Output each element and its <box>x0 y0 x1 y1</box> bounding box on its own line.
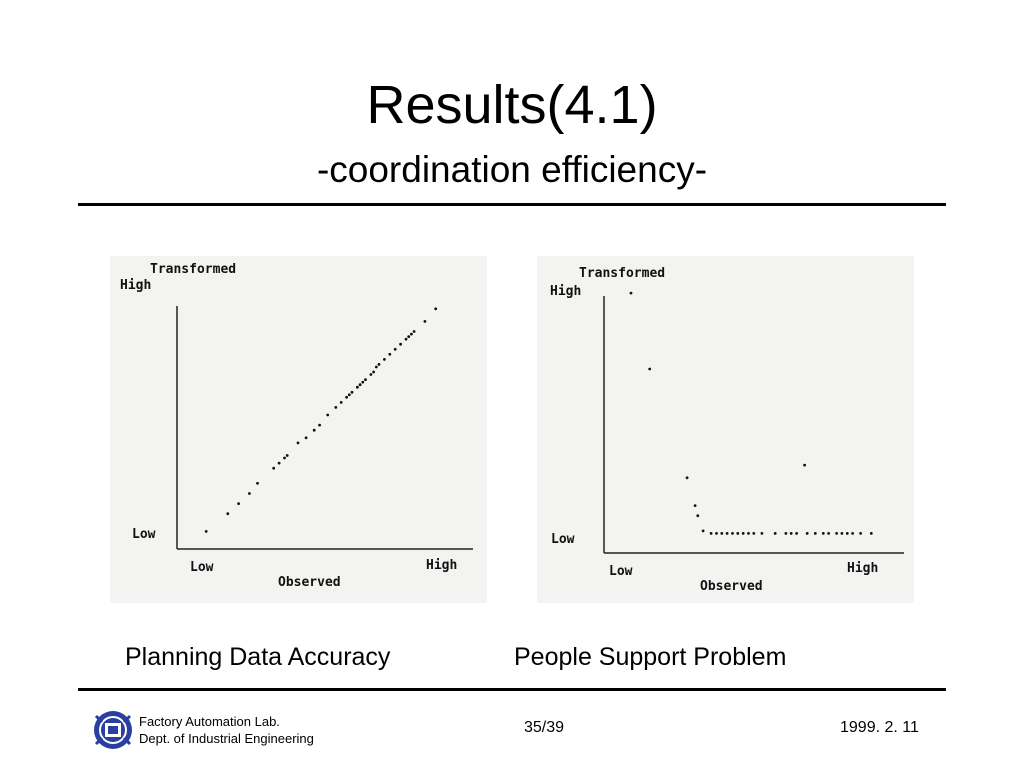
data-point <box>237 502 240 505</box>
x-axis-title: Observed <box>700 579 763 594</box>
data-point <box>374 365 378 369</box>
data-point <box>803 463 806 467</box>
data-point <box>350 390 354 394</box>
data-point <box>356 385 359 389</box>
data-point <box>859 532 862 535</box>
data-point <box>248 492 251 495</box>
data-point <box>204 530 208 533</box>
data-point <box>845 532 849 535</box>
page-number: 35/39 <box>524 719 565 736</box>
data-point <box>326 413 330 417</box>
data-point <box>345 395 348 399</box>
data-point <box>869 532 873 535</box>
caption-planning-data-accuracy: Planning Data Accuracy <box>125 643 391 671</box>
data-point <box>629 291 633 295</box>
data-point <box>423 320 427 323</box>
x-low-label: Low <box>190 560 214 575</box>
footer-dept: Dept. of Industrial Engineering <box>139 731 314 746</box>
data-point <box>404 337 408 341</box>
data-point <box>773 532 777 535</box>
top-divider <box>78 203 946 206</box>
data-point <box>358 383 362 387</box>
data-point <box>283 456 286 460</box>
bottom-divider <box>78 688 946 691</box>
data-point <box>277 461 281 465</box>
caption-people-support-problem: People Support Problem <box>514 643 787 671</box>
data-point <box>701 529 705 533</box>
data-point <box>840 532 844 535</box>
data-point <box>795 532 798 535</box>
data-point <box>412 330 416 333</box>
scatter-points <box>204 307 438 533</box>
slide-subtitle: -coordination efficiency- <box>316 149 708 190</box>
data-point <box>685 476 689 480</box>
data-point <box>741 532 745 535</box>
data-point <box>784 532 788 535</box>
x-axis-title: Observed <box>278 575 341 590</box>
data-point <box>851 532 854 535</box>
x-high-label: High <box>847 561 878 576</box>
data-point <box>364 378 367 381</box>
data-point <box>272 466 276 470</box>
data-point <box>821 532 825 535</box>
data-point <box>835 532 838 535</box>
university-emblem-icon <box>92 708 134 752</box>
footer-lab: Factory Automation Lab. <box>139 714 280 729</box>
y-low-label: Low <box>551 532 575 547</box>
data-point <box>760 532 764 535</box>
data-point <box>388 352 392 356</box>
data-point <box>304 436 308 440</box>
data-point <box>318 423 321 427</box>
data-point <box>736 532 740 535</box>
data-point <box>813 532 817 535</box>
plot-svg-1: Transformed High Low Low High Observed <box>120 262 473 590</box>
data-point <box>372 370 375 374</box>
data-point <box>377 363 381 366</box>
x-high-label: High <box>426 558 457 573</box>
data-point <box>805 532 809 535</box>
data-point <box>731 532 734 535</box>
data-point <box>725 532 729 535</box>
data-point <box>752 532 756 535</box>
scatter-points <box>629 291 873 535</box>
data-point <box>696 514 700 518</box>
data-point <box>285 454 289 457</box>
data-point <box>410 332 413 336</box>
data-point <box>347 393 351 397</box>
data-point <box>393 347 397 351</box>
y-axis-title: Transformed <box>579 266 665 281</box>
data-point <box>226 512 230 516</box>
plot-svg-2: Transformed High Low Low High Observed <box>550 266 904 594</box>
x-low-label: Low <box>609 564 633 579</box>
data-point <box>709 532 713 535</box>
data-point <box>407 335 411 338</box>
data-point <box>296 441 300 445</box>
planning-data-accuracy-plot: Transformed High Low Low High Observed <box>110 256 487 603</box>
data-point <box>648 367 652 371</box>
data-point <box>747 532 750 535</box>
data-point <box>361 380 365 384</box>
y-high-label: High <box>550 284 581 299</box>
data-point <box>434 307 438 311</box>
y-axis-title: Transformed <box>150 262 236 277</box>
data-point <box>827 532 830 535</box>
data-point <box>339 401 343 404</box>
data-point <box>369 373 373 376</box>
data-point <box>383 358 386 361</box>
data-point <box>720 532 724 535</box>
data-point <box>256 481 259 485</box>
data-point <box>789 532 793 535</box>
data-point <box>715 532 718 535</box>
footer-date: 1999. 2. 11 <box>840 719 919 736</box>
y-low-label: Low <box>132 527 156 542</box>
people-support-problem-plot: Transformed High Low Low High Observed <box>537 256 914 603</box>
data-point <box>334 406 338 409</box>
y-high-label: High <box>120 278 151 293</box>
data-point <box>399 342 402 346</box>
data-point <box>693 504 697 507</box>
data-point <box>312 428 316 432</box>
slide-title: Results(4.1) <box>366 75 658 135</box>
